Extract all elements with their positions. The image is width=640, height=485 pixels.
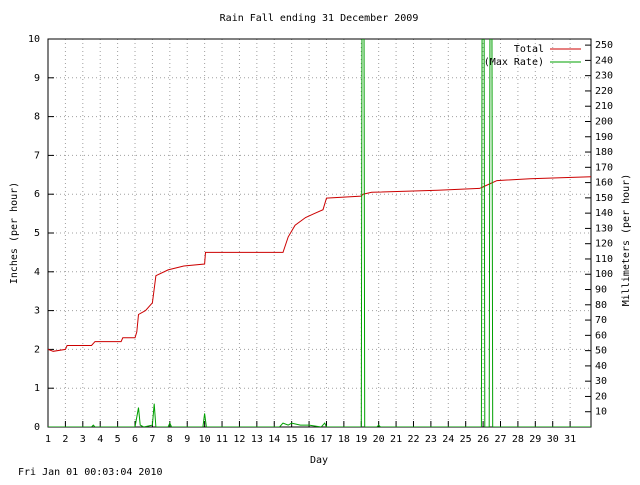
y-tick-label: 6 (34, 189, 40, 200)
y2-tick-label: 110 (595, 254, 613, 265)
x-tick-label: 12 (233, 434, 245, 445)
y2-tick-label: 180 (595, 147, 613, 158)
x-tick-label: 9 (184, 434, 190, 445)
y-tick-label: 9 (34, 73, 40, 84)
x-tick-label: 3 (80, 434, 86, 445)
y-tick-label: 3 (34, 306, 40, 317)
y-tick-label: 2 (34, 344, 40, 355)
y2-tick-label: 70 (595, 315, 607, 326)
x-axis-label: Day (310, 455, 328, 466)
x-tick-label: 26 (477, 434, 489, 445)
x-tick-label: 24 (442, 434, 454, 445)
x-tick-label: 10 (199, 434, 211, 445)
x-tick-label: 31 (564, 434, 576, 445)
y2-tick-label: 30 (595, 376, 607, 387)
y2-tick-label: 50 (595, 346, 607, 357)
x-tick-label: 11 (216, 434, 228, 445)
x-tick-label: 28 (512, 434, 524, 445)
y-tick-label: 10 (28, 34, 40, 45)
x-tick-label: 25 (460, 434, 472, 445)
y2-tick-label: 100 (595, 269, 613, 280)
x-tick-label: 14 (268, 434, 280, 445)
x-tick-label: 21 (390, 434, 402, 445)
x-tick-label: 16 (303, 434, 315, 445)
y-tick-label: 4 (34, 267, 40, 278)
y2-tick-label: 230 (595, 71, 613, 82)
x-tick-label: 15 (286, 434, 298, 445)
x-tick-label: 13 (251, 434, 263, 445)
y2-tick-label: 210 (595, 101, 613, 112)
y2-tick-label: 220 (595, 86, 613, 97)
y-tick-label: 8 (34, 112, 40, 123)
x-tick-label: 30 (547, 434, 559, 445)
y-tick-label: 0 (34, 422, 40, 433)
y2-tick-label: 10 (595, 407, 607, 418)
y-tick-label: 5 (34, 228, 40, 239)
timestamp: Fri Jan 01 00:03:04 2010 (18, 467, 163, 478)
x-tick-label: 6 (132, 434, 138, 445)
x-tick-label: 7 (149, 434, 155, 445)
y2-tick-label: 20 (595, 391, 607, 402)
y2-tick-label: 40 (595, 361, 607, 372)
y2-tick-label: 200 (595, 116, 613, 127)
y-tick-label: 1 (34, 383, 40, 394)
x-tick-label: 2 (62, 434, 68, 445)
x-tick-label: 27 (494, 434, 506, 445)
x-tick-label: 1 (45, 434, 51, 445)
y2-tick-label: 160 (595, 178, 613, 189)
x-tick-label: 5 (115, 434, 121, 445)
legend-label: Total (514, 44, 544, 55)
y2-tick-label: 150 (595, 193, 613, 204)
y-tick-label: 7 (34, 150, 40, 161)
x-tick-label: 17 (320, 434, 332, 445)
x-tick-label: 18 (338, 434, 350, 445)
x-tick-label: 4 (97, 434, 103, 445)
x-tick-label: 23 (425, 434, 437, 445)
y2-tick-label: 250 (595, 40, 613, 51)
series-line (48, 176, 591, 352)
y2-tick-label: 140 (595, 208, 613, 219)
y2-tick-label: 120 (595, 239, 613, 250)
y2-tick-label: 90 (595, 285, 607, 296)
legend-label: (Max Rate) (484, 57, 544, 68)
y2-tick-label: 240 (595, 55, 613, 66)
y2-tick-label: 80 (595, 300, 607, 311)
x-tick-label: 22 (407, 434, 419, 445)
x-tick-label: 19 (355, 434, 367, 445)
y2-tick-label: 60 (595, 330, 607, 341)
series-line (48, 39, 591, 427)
y2-axis-label: Millimeters (per hour) (621, 174, 632, 306)
plot-area (48, 39, 591, 427)
y-axis-label: Inches (per hour) (9, 182, 20, 284)
x-tick-label: 8 (167, 434, 173, 445)
x-tick-label: 29 (529, 434, 541, 445)
chart-title: Rain Fall ending 31 December 2009 (220, 13, 419, 24)
x-tick-label: 20 (373, 434, 385, 445)
y2-tick-label: 190 (595, 132, 613, 143)
y2-tick-label: 170 (595, 162, 613, 173)
y2-tick-label: 130 (595, 223, 613, 234)
